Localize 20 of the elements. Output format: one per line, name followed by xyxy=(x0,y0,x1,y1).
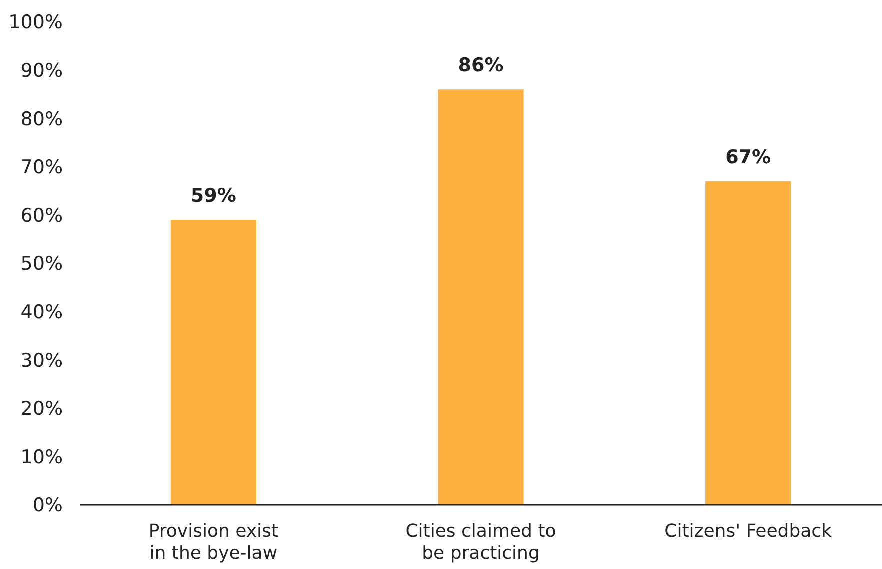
bar xyxy=(438,90,524,505)
y-tick-label: 20% xyxy=(20,398,63,420)
x-tick-label: Citizens' Feedback xyxy=(664,521,833,542)
y-tick-label: 0% xyxy=(32,494,63,517)
y-tick-label: 40% xyxy=(20,301,63,324)
y-tick-label: 50% xyxy=(20,253,63,276)
x-tick-label: Provision exist in the bye-law xyxy=(148,521,278,564)
data-label: 67% xyxy=(726,146,772,168)
y-tick-label: 10% xyxy=(20,446,63,468)
y-tick-label: 80% xyxy=(20,108,63,130)
data-label: 59% xyxy=(190,185,236,208)
y-tick-label: 30% xyxy=(20,350,63,372)
data-label: 86% xyxy=(458,54,504,77)
x-tick-label: Cities claimed to be practicing xyxy=(406,521,556,564)
y-tick-label: 100% xyxy=(8,12,63,34)
y-tick-label: 90% xyxy=(20,60,63,82)
y-tick-label: 70% xyxy=(20,156,63,179)
y-tick-label: 60% xyxy=(20,204,63,227)
bar xyxy=(706,181,792,505)
bar xyxy=(170,220,256,505)
